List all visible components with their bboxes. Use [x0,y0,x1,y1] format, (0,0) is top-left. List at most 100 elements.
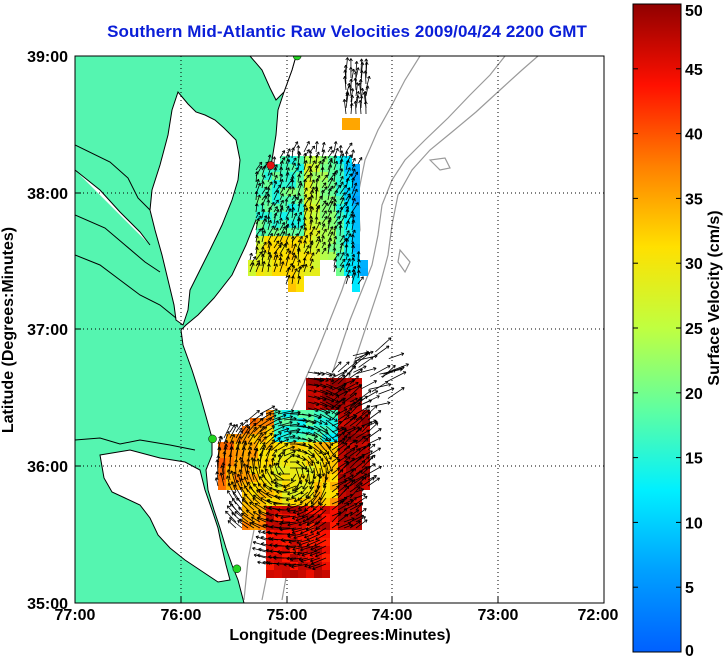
colorbar-tick-label: 15 [685,451,703,468]
velocity-vector-head [343,184,347,189]
velocity-vector [313,371,325,375]
velocity-vector [325,371,336,376]
velocity-cell [314,514,322,522]
velocity-cell [304,180,312,188]
velocity-vector [288,539,303,543]
velocity-vector-head [258,547,262,552]
velocity-vector [333,189,338,201]
velocity-vector [339,153,344,165]
velocity-vector-head [287,148,291,152]
velocity-vector-head [320,166,325,171]
velocity-cell [306,458,314,466]
velocity-vector [337,361,350,373]
velocity-cell [352,220,360,228]
velocity-vector [267,181,273,189]
velocity-vector-head [224,443,228,448]
velocity-vector-head [359,95,364,99]
velocity-vector [361,421,372,433]
velocity-vector-head [343,64,348,68]
velocity-cell [314,394,322,402]
velocity-vector [229,424,236,433]
velocity-vector [310,491,321,505]
velocity-vector [255,211,260,219]
velocity-vector-head [251,516,255,520]
velocity-cell [250,498,258,506]
velocity-vector-head [273,167,278,171]
velocity-vector [350,88,354,103]
velocity-vector-head [343,428,347,433]
velocity-vector [339,242,343,255]
velocity-vector-head [376,477,380,481]
velocity-cell [354,418,362,426]
velocity-vector-head [352,157,356,162]
velocity-vector-head [346,274,350,279]
velocity-vector [285,233,290,243]
velocity-vector [349,470,363,481]
velocity-vector [339,264,345,273]
velocity-vector-head [271,405,276,409]
velocity-vector-head [292,194,297,198]
velocity-vector [355,476,367,487]
velocity-vector-head [364,352,368,356]
velocity-cell [314,538,322,546]
velocity-vector-head [340,242,344,246]
velocity-vector-head [357,486,361,490]
velocity-vector-head [362,516,366,520]
velocity-vector [321,228,327,237]
velocity-vector [255,228,262,237]
velocity-cell [242,450,250,458]
velocity-vector [343,448,356,457]
velocity-vector-head [351,177,355,181]
velocity-cell [336,180,344,188]
velocity-vector [314,539,327,547]
radar-site-marker [208,434,217,444]
velocity-vector-head [358,79,363,83]
velocity-cell [306,426,314,434]
velocity-vector [313,413,322,418]
velocity-vector-head [246,426,251,430]
velocity-vector-head [277,437,281,442]
velocity-vector-head [314,188,319,192]
velocity-vector-head [246,509,250,514]
velocity-vector [331,493,340,499]
velocity-vector-head [263,505,267,509]
velocity-cell [328,172,336,180]
velocity-vector [307,431,316,436]
velocity-vector-head [257,553,261,558]
velocity-vector [325,461,330,475]
velocity-vector [277,410,294,415]
velocity-vector-head [348,66,353,70]
velocity-vector [306,533,321,541]
velocity-vector [358,356,374,368]
velocity-vector [215,477,219,487]
velocity-cell [280,164,288,172]
velocity-vector [319,377,329,382]
y-tick-label: 35:00 [27,596,68,613]
velocity-vector-head [370,350,374,355]
velocity-vector-head [233,471,237,475]
velocity-cell [342,118,360,130]
velocity-vector [303,187,308,195]
velocity-vector [246,509,255,517]
velocity-vector [277,432,292,439]
velocity-vector [261,191,269,201]
velocity-vector-head [255,235,259,239]
velocity-vector-head [329,226,334,230]
velocity-cell [288,204,296,212]
velocity-vector [241,424,249,433]
velocity-vector-head [257,516,261,520]
velocity-vector [273,167,277,177]
velocity-vector [345,230,350,237]
velocity-vector [339,184,347,195]
velocity-vector [355,519,368,529]
velocity-vector [246,470,255,487]
velocity-vector-head [310,530,314,534]
velocity-vector-head [265,511,270,516]
velocity-vector-head [356,90,360,95]
velocity-vector [321,167,324,177]
velocity-vector [259,426,268,433]
velocity-vector-head [336,485,340,490]
velocity-vector-head [342,397,346,402]
velocity-vector [309,206,314,219]
colorbar-gradient [632,3,682,653]
